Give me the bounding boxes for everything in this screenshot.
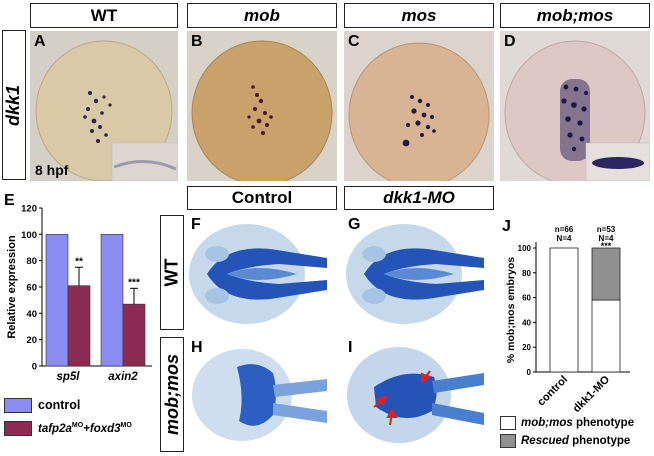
- panel-a-letter: A: [34, 33, 46, 50]
- e-bar: [67, 285, 91, 367]
- header-mob: mob: [187, 3, 337, 28]
- panel-g-letter: G: [348, 216, 361, 233]
- legend-e-treated-swatch: [4, 420, 32, 436]
- j-ytick-label: 0: [527, 368, 532, 377]
- header-dkk1-mo-text: dkk1-MO: [383, 188, 455, 207]
- legend-e-control-swatch: [4, 397, 32, 413]
- legend-e-treated-sup2: MO: [120, 421, 132, 429]
- row-label-mob-mos-text: mob;mos: [161, 354, 182, 435]
- row-label-dkk1: dkk1: [2, 30, 26, 180]
- panel-e: E 0 20 40 60 80 100 120 Relative expression ** sp5…: [2, 188, 157, 388]
- panel-h-image: [192, 349, 327, 441]
- panel-d-letter: D: [504, 33, 516, 50]
- j-count-N: N=4: [557, 234, 572, 243]
- j-ytick-label: 20: [522, 343, 531, 352]
- panel-b-image: [187, 31, 337, 181]
- legend-e-treated: tafp2aMO+foxd3MO: [4, 415, 159, 441]
- panel-j: J 0 20 40 60 80 100% mob;mos embryos n=66 N=4 con…: [500, 214, 652, 414]
- panel-d: D: [500, 31, 650, 181]
- e-xtick-label: sp5l: [56, 371, 80, 383]
- row-label-wt: WT: [160, 215, 184, 330]
- legend-j-item1: mob;mos phenotype: [500, 414, 652, 432]
- stage-label: 8 hpf: [35, 162, 69, 178]
- j-xtick-label: dkk1-MO: [571, 373, 613, 414]
- j-ytick-label: 80: [522, 269, 531, 278]
- panel-d-image: [500, 31, 650, 181]
- legend-j-item1-swatch: [500, 416, 516, 430]
- panel-b: B: [187, 31, 337, 181]
- legend-j-item1-italic: mob;mos: [521, 417, 573, 429]
- j-count-N: N=4: [599, 234, 614, 243]
- e-ytick-label: 80: [26, 256, 37, 267]
- j-ytick-label: 60: [522, 294, 531, 303]
- legend-e-treated-sup1: MO: [71, 421, 84, 429]
- chart-e-svg: E 0 20 40 60 80 100 120 Relative expression ** sp5…: [4, 192, 152, 383]
- legend-j: mob;mos phenotype Rescued phenotype: [500, 414, 652, 454]
- e-bar: [45, 234, 69, 367]
- legend-e-treated-base: tafp2a: [38, 422, 72, 435]
- j-ylabel: % mob;mos embryos: [505, 257, 517, 363]
- panel-f: F: [187, 214, 337, 332]
- panel-c: C: [344, 31, 494, 181]
- legend-e: control tafp2aMO+foxd3MO: [4, 395, 159, 455]
- j-ytick-label: 40: [522, 318, 531, 327]
- panel-c-image: [344, 31, 494, 181]
- legend-e-treated-label: tafp2aMO+foxd3MO: [38, 422, 132, 435]
- panel-i-letter: I: [348, 339, 353, 356]
- header-wt: WT: [30, 3, 178, 28]
- panel-h: H: [187, 337, 337, 453]
- row-label-wt-text: WT: [161, 258, 182, 287]
- e-ylabel: Relative expression: [6, 235, 18, 339]
- panel-c-letter: C: [348, 33, 360, 50]
- j-count-n: n=53: [597, 225, 616, 234]
- legend-j-item1-rest: phenotype: [572, 417, 635, 429]
- panel-i: I: [344, 337, 494, 453]
- panel-e-letter: E: [4, 192, 15, 209]
- row-label-mob-mos: mob;mos: [160, 337, 184, 452]
- e-ytick-label: 120: [21, 204, 37, 215]
- panel-h-letter: H: [191, 339, 203, 356]
- j-bar-segment: [591, 247, 621, 301]
- panel-g-image: [346, 224, 484, 324]
- legend-e-control: control: [4, 395, 159, 415]
- e-ytick-label: 20: [26, 335, 37, 346]
- panel-i-image: [347, 347, 484, 443]
- header-mos: mos: [344, 3, 494, 28]
- e-ytick-label: 100: [21, 230, 37, 241]
- e-ytick-label: 40: [26, 309, 37, 320]
- panel-a: A 8 hpf: [30, 31, 178, 181]
- e-ytick-label: 0: [32, 362, 37, 373]
- panel-a-image: [35, 40, 178, 181]
- e-significance: ***: [128, 277, 140, 288]
- panel-b-letter: B: [191, 33, 203, 50]
- legend-j-item2-rest: phenotype: [568, 435, 631, 447]
- legend-j-item2: Rescued phenotype: [500, 432, 652, 450]
- header-mob-mos: mob;mos: [500, 3, 650, 28]
- e-bar: [100, 234, 124, 367]
- j-count-n: n=66: [555, 225, 574, 234]
- row-label-dkk1-text: dkk1: [3, 84, 24, 126]
- j-xtick-label: control: [535, 374, 570, 409]
- j-bar-segment: [591, 299, 621, 373]
- header-control: Control: [187, 186, 337, 210]
- j-bar-segment: [549, 247, 579, 373]
- e-xtick-label: axin2: [108, 371, 138, 383]
- legend-j-item2-swatch: [500, 434, 516, 448]
- e-bar: [122, 303, 146, 367]
- j-significance: ***: [601, 241, 612, 251]
- legend-e-treated-mid: +foxd3: [83, 422, 121, 435]
- panel-g: G: [344, 214, 494, 332]
- panel-f-image: [189, 224, 327, 324]
- e-ytick-label: 60: [26, 283, 37, 294]
- header-dkk1-mo: dkk1-MO: [344, 186, 494, 210]
- panel-j-letter: J: [502, 218, 511, 235]
- legend-j-item2-italic: Rescued: [521, 435, 569, 447]
- j-ytick-label: 100: [518, 244, 532, 253]
- panel-f-letter: F: [191, 216, 201, 233]
- e-significance: **: [75, 256, 83, 267]
- legend-e-control-label: control: [38, 398, 81, 412]
